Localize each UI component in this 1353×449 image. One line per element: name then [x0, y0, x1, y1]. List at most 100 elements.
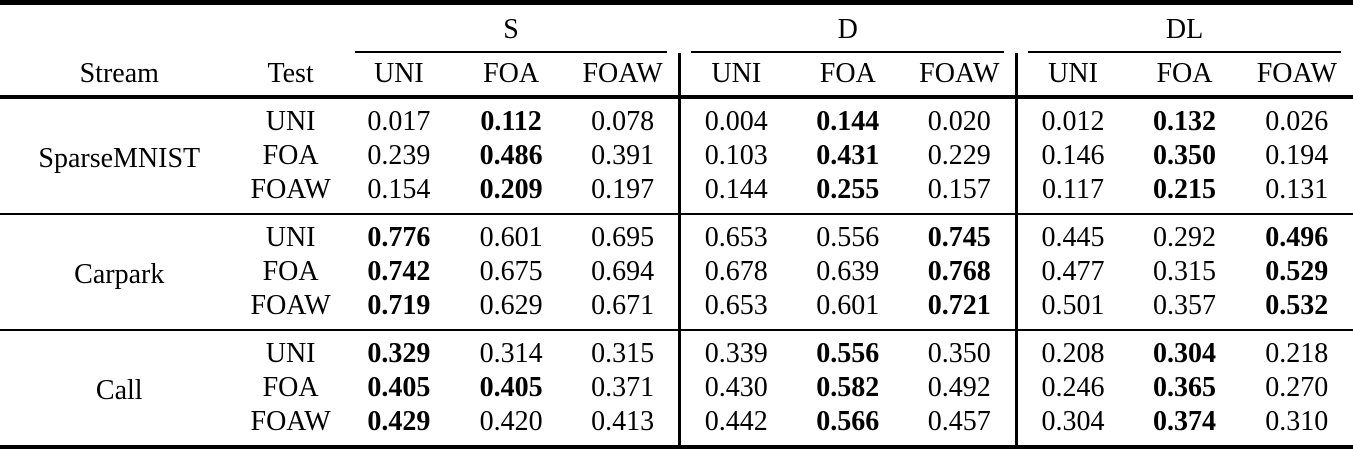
value-cell: 0.405 — [367, 371, 431, 403]
value-cell: 0.675 — [479, 255, 543, 287]
value-cell: 0.719 — [367, 289, 431, 321]
value-cell: 0.532 — [1265, 289, 1329, 321]
value-cell: 0.742 — [367, 255, 431, 287]
col-header-dl-foa: FOA — [1128, 52, 1241, 99]
group-label-s: S — [503, 13, 519, 45]
value-cell: 0.442 — [677, 404, 792, 447]
group-header-dl: DL — [1016, 3, 1353, 53]
table-row: FOAW 0.719 0.629 0.671 0.653 0.601 0.721 0.501 0… — [0, 288, 1353, 330]
value-cell: 0.486 — [479, 139, 543, 171]
value-cell: 0.132 — [1152, 105, 1216, 137]
value-cell: 0.292 — [1128, 212, 1241, 255]
group-label-dl: DL — [1165, 13, 1204, 45]
table-row: SparseMNIST UNI 0.017 0.112 0.078 0.004 0.144 0… — [0, 96, 1353, 174]
value-cell: 0.477 — [1014, 254, 1129, 289]
value-cell: 0.144 — [816, 105, 880, 137]
value-cell: 0.255 — [816, 173, 880, 205]
value-cell: 0.208 — [1014, 328, 1129, 371]
value-cell: 0.678 — [677, 254, 792, 289]
value-cell: 0.026 — [1265, 105, 1329, 137]
value-cell: 0.103 — [677, 138, 792, 173]
group-header-d: D — [679, 3, 1016, 53]
value-cell: 0.146 — [1014, 138, 1129, 173]
test-label: FOA — [262, 255, 319, 287]
test-label: UNI — [238, 212, 343, 255]
value-cell: 0.653 — [677, 212, 792, 255]
value-cell: 0.131 — [1265, 173, 1329, 205]
value-cell: 0.229 — [927, 139, 991, 171]
value-cell: 0.694 — [591, 255, 655, 287]
stream-label: Call — [0, 328, 239, 447]
test-label: FOAW — [250, 289, 331, 321]
test-column-header: Test — [238, 52, 343, 99]
value-cell: 0.374 — [1152, 405, 1216, 437]
value-cell: 0.629 — [479, 289, 543, 321]
value-cell: 0.391 — [591, 139, 655, 171]
value-cell: 0.310 — [1265, 405, 1329, 437]
value-cell: 0.078 — [591, 105, 655, 137]
value-cell: 0.776 — [342, 212, 455, 255]
test-label: FOA — [262, 371, 319, 403]
table-row: Carpark UNI 0.776 0.601 0.695 0.653 0.556 0.745… — [0, 212, 1353, 330]
value-cell: 0.556 — [791, 212, 904, 255]
value-cell: 0.209 — [479, 173, 543, 205]
value-cell: 0.017 — [367, 105, 431, 137]
value-cell: 0.315 — [1152, 255, 1216, 287]
cmidrule-dl — [1028, 50, 1341, 53]
col-header-dl-uni: UNI — [1014, 52, 1129, 99]
value-cell: 0.745 — [903, 212, 1017, 255]
value-cell: 0.144 — [677, 172, 792, 214]
col-header-s-foa: FOA — [454, 52, 568, 99]
table-row: FOA 0.405 0.405 0.371 0.430 0.582 0.492 0.246 0.… — [0, 370, 1353, 405]
value-cell: 0.215 — [1152, 173, 1216, 205]
value-cell: 0.496 — [1240, 212, 1353, 255]
stream-column-header: Stream — [0, 52, 239, 99]
value-cell: 0.350 — [903, 328, 1017, 371]
value-cell: 0.117 — [1014, 172, 1129, 214]
value-cell: 0.270 — [1265, 371, 1329, 403]
header-corner-cell — [0, 3, 343, 53]
test-label: UNI — [238, 328, 343, 371]
value-cell: 0.357 — [1152, 289, 1216, 321]
value-cell: 0.218 — [1240, 328, 1353, 371]
value-cell: 0.430 — [677, 370, 792, 405]
value-cell: 0.304 — [1014, 404, 1129, 447]
value-cell: 0.420 — [479, 405, 543, 437]
col-header-dl-foaw: FOAW — [1240, 52, 1353, 99]
value-cell: 0.529 — [1265, 255, 1329, 287]
value-cell: 0.601 — [816, 289, 880, 321]
cmidrule-d — [691, 50, 1005, 53]
cmidrule-s — [354, 50, 668, 53]
value-cell: 0.112 — [480, 105, 542, 137]
value-cell: 0.601 — [454, 212, 568, 255]
group-header-s: S — [343, 3, 680, 53]
value-cell: 0.314 — [454, 328, 568, 371]
test-label: UNI — [265, 105, 316, 137]
value-cell: 0.653 — [677, 288, 792, 330]
table-row: FOA 0.742 0.675 0.694 0.678 0.639 0.768 0.477 0.… — [0, 254, 1353, 289]
value-cell: 0.445 — [1014, 212, 1129, 255]
value-cell: 0.695 — [567, 212, 680, 255]
value-cell: 0.304 — [1128, 328, 1241, 371]
value-cell: 0.671 — [591, 289, 655, 321]
value-cell: 0.566 — [816, 405, 880, 437]
value-cell: 0.501 — [1014, 288, 1129, 330]
table-row: FOAW 0.154 0.209 0.197 0.144 0.255 0.157 0.117 0… — [0, 172, 1353, 214]
col-header-d-foaw: FOAW — [903, 52, 1017, 99]
table-body: SparseMNIST UNI 0.017 0.112 0.078 0.004 0.144 0… — [0, 96, 1353, 447]
test-label: FOAW — [250, 405, 331, 437]
value-cell: 0.197 — [591, 173, 655, 205]
value-cell: 0.492 — [927, 371, 991, 403]
value-cell: 0.405 — [479, 371, 543, 403]
value-cell: 0.768 — [927, 255, 991, 287]
value-cell: 0.582 — [816, 371, 880, 403]
value-cell: 0.365 — [1152, 371, 1216, 403]
group-header-row: S D DL — [0, 3, 1353, 53]
value-cell: 0.329 — [342, 328, 455, 371]
value-cell: 0.350 — [1152, 139, 1216, 171]
col-header-s-uni: UNI — [342, 52, 455, 99]
stream-label: Carpark — [0, 212, 239, 330]
table-row: Call UNI 0.329 0.314 0.315 0.339 0.556 0.350 0.2… — [0, 328, 1353, 447]
